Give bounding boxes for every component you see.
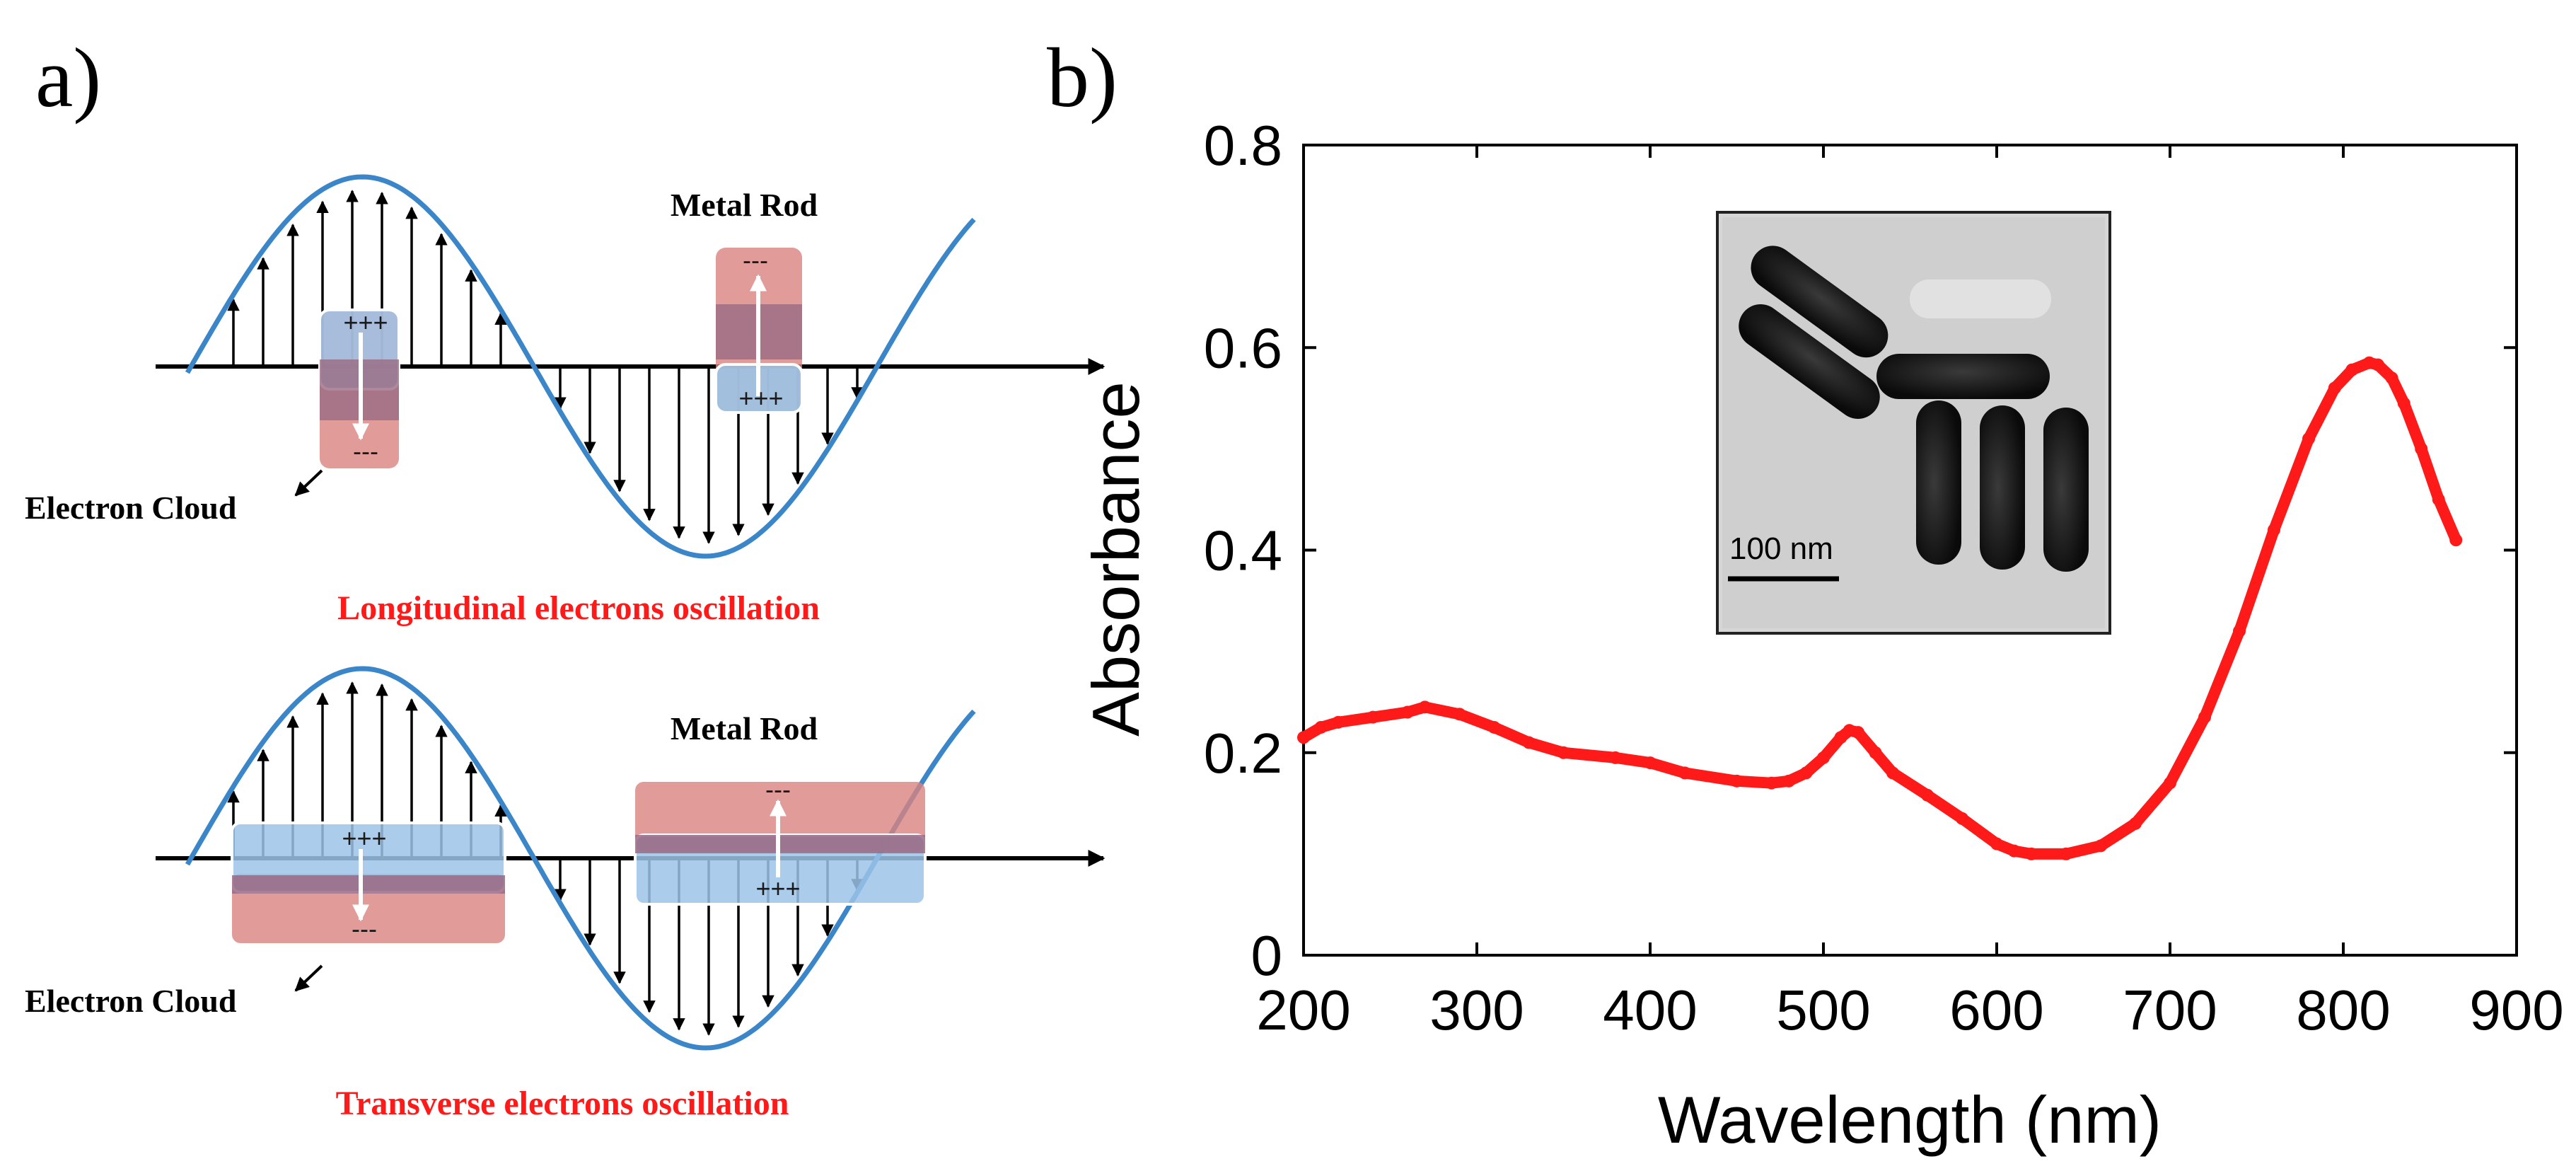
- data-point: [2025, 847, 2038, 860]
- data-point: [1487, 720, 1501, 734]
- longitudinal-diagram: +++ --- --- +++ Metal Rod Electron Cloud…: [25, 174, 1106, 627]
- top-caption: Longitudinal electrons oscillation: [337, 589, 820, 627]
- bottom-electron-cloud-pointer: [294, 964, 323, 992]
- bottom-wave: [185, 666, 976, 1051]
- top-right-plus: +++: [738, 383, 783, 413]
- top-left-rod: +++ ---: [318, 308, 400, 468]
- data-point: [1852, 726, 1864, 739]
- tem-inset: 100 nm: [1716, 211, 2111, 635]
- bottom-metal-rod-label: Metal Rod: [671, 710, 818, 746]
- data-point: [2415, 442, 2428, 456]
- data-point: [2385, 371, 2398, 385]
- data-point: [1730, 774, 1744, 788]
- nanorods: [1739, 246, 2089, 572]
- data-point: [1956, 812, 1968, 825]
- x-tick-label: 900: [2469, 979, 2563, 1042]
- data-point: [2094, 839, 2107, 853]
- tick-labels: 200 300 400 500 600 700 800 900 0 0.2 0.4 0.6 0.8: [1204, 114, 2564, 1042]
- scale-bar-label: 100 nm: [1729, 531, 1833, 566]
- data-point: [1869, 746, 1882, 759]
- data-point: [1401, 705, 1414, 719]
- data-point: [1990, 837, 2003, 850]
- bottom-right-minus: ---: [765, 775, 791, 804]
- data-point: [2345, 363, 2359, 376]
- data-point: [2328, 381, 2341, 395]
- x-tick-label: 700: [2123, 979, 2217, 1042]
- data-point: [1418, 700, 1432, 714]
- bottom-left-minus: ---: [352, 914, 377, 943]
- x-tick-label: 800: [2296, 979, 2390, 1042]
- bottom-left-rod: +++ ---: [231, 821, 506, 943]
- bottom-electron-cloud-label: Electron Cloud: [25, 983, 237, 1019]
- x-axis-label: Wavelength (nm): [1658, 1083, 2162, 1157]
- top-metal-rod-label: Metal Rod: [671, 187, 818, 223]
- y-axis-label: Absorbance: [1079, 381, 1153, 737]
- data-point: [1522, 736, 1536, 749]
- data-point: [2449, 533, 2463, 547]
- y-tick-label: 0.2: [1204, 722, 1282, 785]
- x-tick-label: 300: [1429, 979, 1524, 1042]
- bottom-right-rod: --- +++: [634, 775, 927, 906]
- data-points: [1297, 356, 2463, 860]
- transverse-diagram: +++ --- --- +++ Metal Rod Electron Cloud…: [25, 666, 1106, 1122]
- top-wave: [185, 174, 976, 559]
- top-right-rod: --- +++: [714, 246, 803, 414]
- axis-ticks: [1302, 144, 2518, 957]
- top-right-minus: ---: [743, 246, 768, 275]
- y-tick-label: 0.8: [1204, 114, 1282, 177]
- data-point: [1834, 731, 1847, 744]
- y-tick-label: 0.4: [1204, 519, 1282, 582]
- data-point: [1367, 710, 1379, 724]
- x-tick-label: 400: [1603, 979, 1697, 1042]
- x-tick-label: 600: [1949, 979, 2043, 1042]
- data-point: [2233, 625, 2246, 638]
- panel-b: b) 200 300 400 500 600 700 800 900 0 0.2 0.4 0.6 0.8…: [1047, 30, 2564, 1157]
- data-point: [1817, 751, 1830, 764]
- data-point: [2397, 396, 2410, 410]
- top-electron-cloud-pointer: [294, 469, 323, 497]
- data-point: [1332, 715, 1345, 729]
- top-electron-cloud-label: Electron Cloud: [25, 490, 237, 526]
- data-point: [1921, 788, 1934, 802]
- data-point: [2372, 358, 2384, 371]
- data-point: [1886, 766, 1899, 780]
- data-point: [2164, 776, 2176, 790]
- data-point: [1782, 774, 1795, 788]
- data-point: [2432, 492, 2445, 506]
- bottom-right-plus: +++: [755, 874, 800, 903]
- data-point: [2129, 817, 2142, 830]
- data-point: [1557, 746, 1570, 759]
- panel-a-label: a): [35, 30, 101, 125]
- data-point: [1644, 756, 1657, 770]
- x-tick-label: 500: [1776, 979, 1870, 1042]
- top-left-minus: ---: [353, 437, 378, 466]
- data-point: [2060, 847, 2072, 860]
- x-tick-label: 200: [1256, 979, 1350, 1042]
- panel-a: a) +++ --- --- +++ Metal Ro: [25, 30, 1106, 1122]
- y-tick-label: 0: [1251, 924, 1283, 987]
- data-point: [2268, 523, 2280, 536]
- bottom-caption: Transverse electrons oscillation: [336, 1085, 789, 1122]
- data-point: [1765, 776, 1778, 790]
- data-point: [1609, 751, 1622, 764]
- data-point: [2198, 710, 2211, 724]
- data-point: [1297, 731, 1310, 744]
- data-point: [1799, 766, 1813, 780]
- bottom-left-plus: +++: [342, 824, 386, 853]
- data-point: [2007, 844, 2021, 858]
- y-tick-label: 0.6: [1204, 316, 1282, 379]
- data-point: [1314, 720, 1328, 734]
- absorbance-chart: 200 300 400 500 600 700 800 900 0 0.2 0.4 0.6 0.8 Wa…: [1079, 114, 2564, 1157]
- panel-b-label: b): [1047, 30, 1118, 125]
- data-point: [2302, 432, 2315, 446]
- data-point: [1678, 766, 1691, 780]
- top-left-plus: +++: [343, 308, 388, 337]
- data-point: [1453, 708, 1466, 721]
